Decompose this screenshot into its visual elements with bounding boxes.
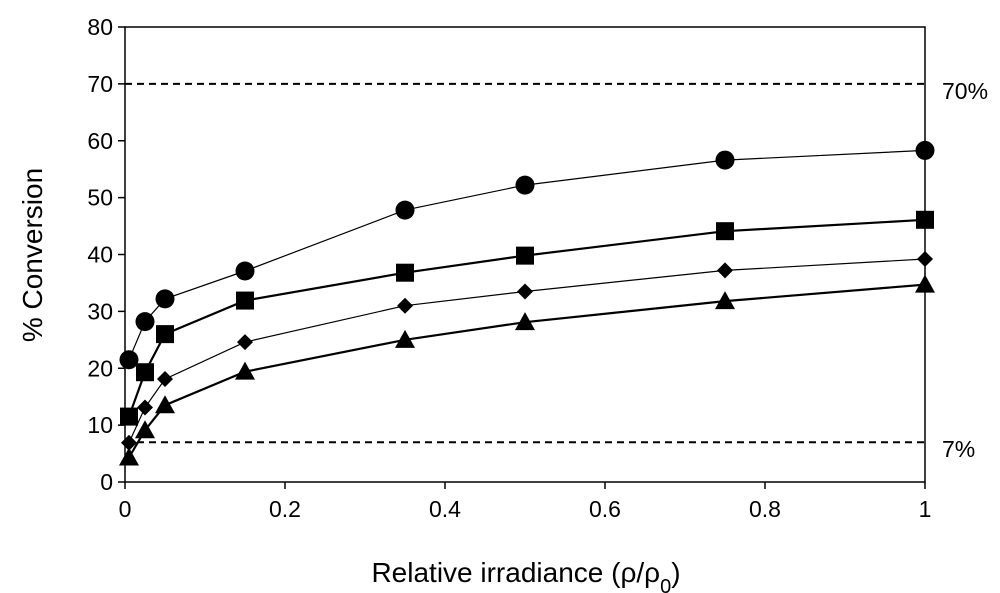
data-point-circle <box>915 140 935 160</box>
x-tick-label: 0.6 <box>589 496 621 522</box>
data-point-triangle <box>395 329 415 348</box>
data-point-circle <box>395 200 415 220</box>
reference-line-label: 7% <box>942 436 975 462</box>
x-tick-label: 0.8 <box>749 496 781 522</box>
data-point-triangle <box>715 291 735 310</box>
axes: 0 10 20 30 40 50 60 70 80 0 0.2 0.4 0.6 0.8 1 <box>87 14 931 522</box>
y-tick-label: 50 <box>87 185 113 211</box>
data-point-circle <box>119 350 139 370</box>
data-point-diamond <box>517 283 533 300</box>
x-axis-label-close: ) <box>671 557 680 588</box>
data-point-diamond <box>237 334 253 351</box>
data-point-diamond <box>917 251 933 268</box>
y-axis-label: % Conversion <box>17 168 48 342</box>
data-series <box>119 140 935 466</box>
series-diamond <box>121 251 933 451</box>
reference-line-label: 70% <box>942 78 988 104</box>
series-line <box>128 283 926 459</box>
data-point-triangle <box>915 274 935 293</box>
reference-lines: 70% 7% <box>125 78 988 462</box>
data-point-square <box>396 263 414 282</box>
data-point-triangle <box>155 395 175 414</box>
y-tick-label: 20 <box>87 355 113 381</box>
y-tick-label: 10 <box>87 412 113 438</box>
y-tick-label: 40 <box>87 242 113 268</box>
data-point-square <box>716 222 734 241</box>
data-point-circle <box>135 312 155 332</box>
series-triangle <box>119 274 935 466</box>
data-point-square <box>136 363 154 382</box>
series-square <box>120 210 934 426</box>
series-line <box>128 258 926 444</box>
data-point-circle <box>715 150 735 170</box>
x-axis-label-main: Relative irradiance (ρ/ρ <box>371 557 660 588</box>
y-tick-label: 70 <box>87 71 113 97</box>
data-point-triangle <box>235 361 255 380</box>
y-tick-label: 30 <box>87 298 113 324</box>
y-tick-label: 80 <box>87 14 113 40</box>
data-point-triangle <box>515 312 535 331</box>
data-point-circle <box>235 261 255 281</box>
data-point-triangle <box>135 420 155 439</box>
data-point-square <box>120 407 138 426</box>
data-point-circle <box>515 175 535 195</box>
data-point-diamond <box>137 399 153 416</box>
data-point-triangle <box>119 447 139 466</box>
data-point-square <box>516 246 534 265</box>
x-tick-label: 0 <box>119 496 132 522</box>
data-point-circle <box>155 289 175 309</box>
data-point-square <box>916 210 934 229</box>
data-point-diamond <box>397 297 413 314</box>
x-tick-label: 0.4 <box>429 496 461 522</box>
data-point-square <box>156 325 174 344</box>
x-axis-label-subscript: 0 <box>660 576 671 593</box>
data-point-diamond <box>121 434 137 451</box>
x-tick-label: 1 <box>919 496 932 522</box>
x-tick-label: 0.2 <box>269 496 301 522</box>
y-tick-label: 0 <box>100 469 113 495</box>
data-point-diamond <box>157 371 173 388</box>
x-axis-label: Relative irradiance (ρ/ρ0) <box>371 557 680 593</box>
series-circle <box>119 140 935 370</box>
y-tick-label: 60 <box>87 128 113 154</box>
data-point-square <box>236 291 254 310</box>
data-point-diamond <box>717 262 733 279</box>
